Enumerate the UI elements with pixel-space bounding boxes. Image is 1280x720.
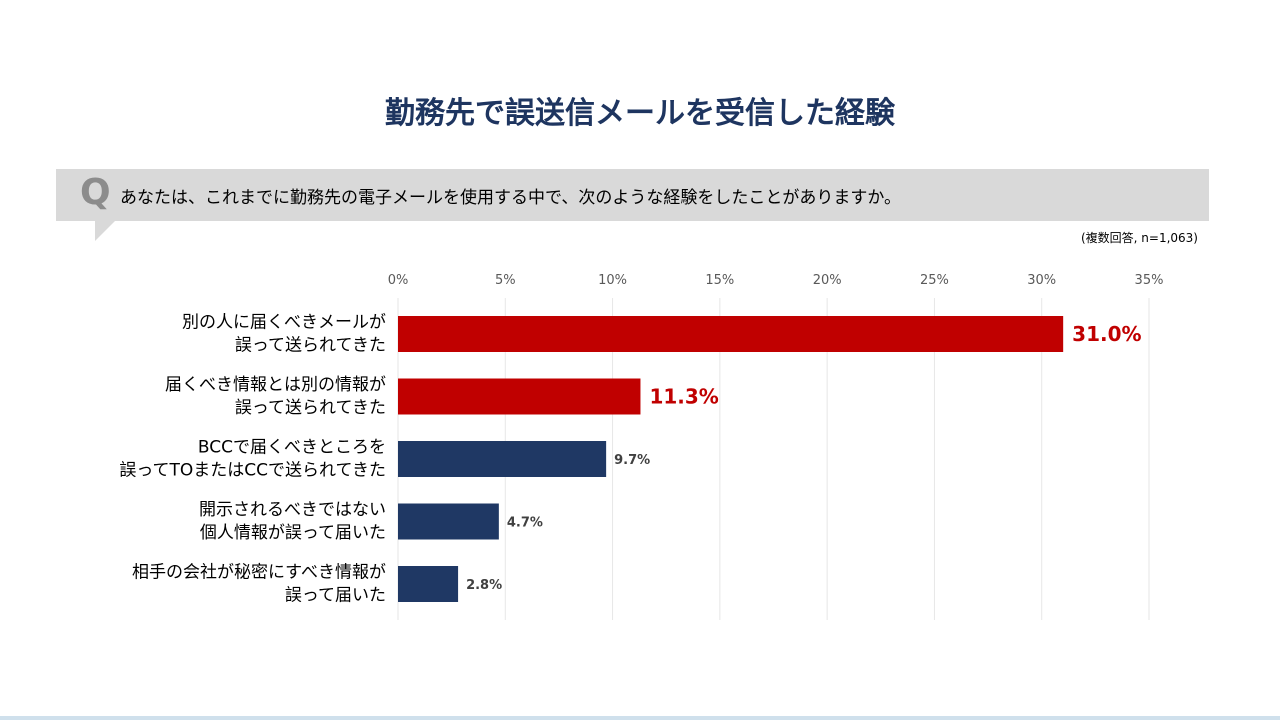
question-box [56,169,1209,221]
category-labels: 別の人に届くべきメールが誤って送られてきた届くべき情報とは別の情報が誤って送られ… [119,313,386,606]
data-label: 11.3% [649,385,718,409]
bar [398,441,607,477]
category-label: 相手の会社が秘密にすべき情報が [132,563,386,583]
x-tick-label: 15% [705,273,734,288]
x-tick-label: 0% [388,273,409,288]
bottom-divider [0,716,1280,720]
category-label: 誤って送られてきた [235,398,386,418]
chart-bars [398,316,1064,602]
bar [398,378,641,415]
bar [398,503,499,540]
x-tick-label: 10% [598,273,627,288]
category-label: 開示されるべきではない [199,500,386,520]
category-label: 誤ってTOまたはCCで送られてきた [119,461,386,481]
category-label: BCCで届くべきところを [198,438,386,458]
x-tick-label: 25% [920,273,949,288]
x-tick-label: 35% [1135,273,1164,288]
sample-note: (複数回答, n=1,063) [1080,231,1198,245]
data-label: 9.7% [614,453,650,468]
data-label: 4.7% [507,516,543,531]
x-tick-label: 5% [495,273,516,288]
question-mark-icon: Q [80,172,111,213]
chart-title: 勤務先で誤送信メールを受信した経験 [385,96,895,131]
category-label: 誤って送られてきた [235,336,386,356]
category-label: 誤って届いた [285,586,386,606]
question-text: あなたは、これまでに勤務先の電子メールを使用する中で、次のような経験をしたことが… [120,188,901,208]
data-label: 2.8% [466,578,502,593]
data-labels: 31.0% 11.3% 9.7% 4.7% 2.8% [466,322,1141,593]
bar [398,566,459,602]
x-tick-label: 30% [1027,273,1056,288]
x-tick-label: 20% [813,273,842,288]
data-label: 31.0% [1072,322,1141,346]
question-box-tail [95,221,115,241]
category-label: 個人情報が誤って届いた [200,523,386,543]
bar [398,316,1064,352]
category-label: 別の人に届くべきメールが [182,313,386,333]
category-label: 届くべき情報とは別の情報が [165,375,386,395]
x-axis-ticks: 0% 5% 10% 15% 20% 25% 30% 35% [388,273,1164,288]
